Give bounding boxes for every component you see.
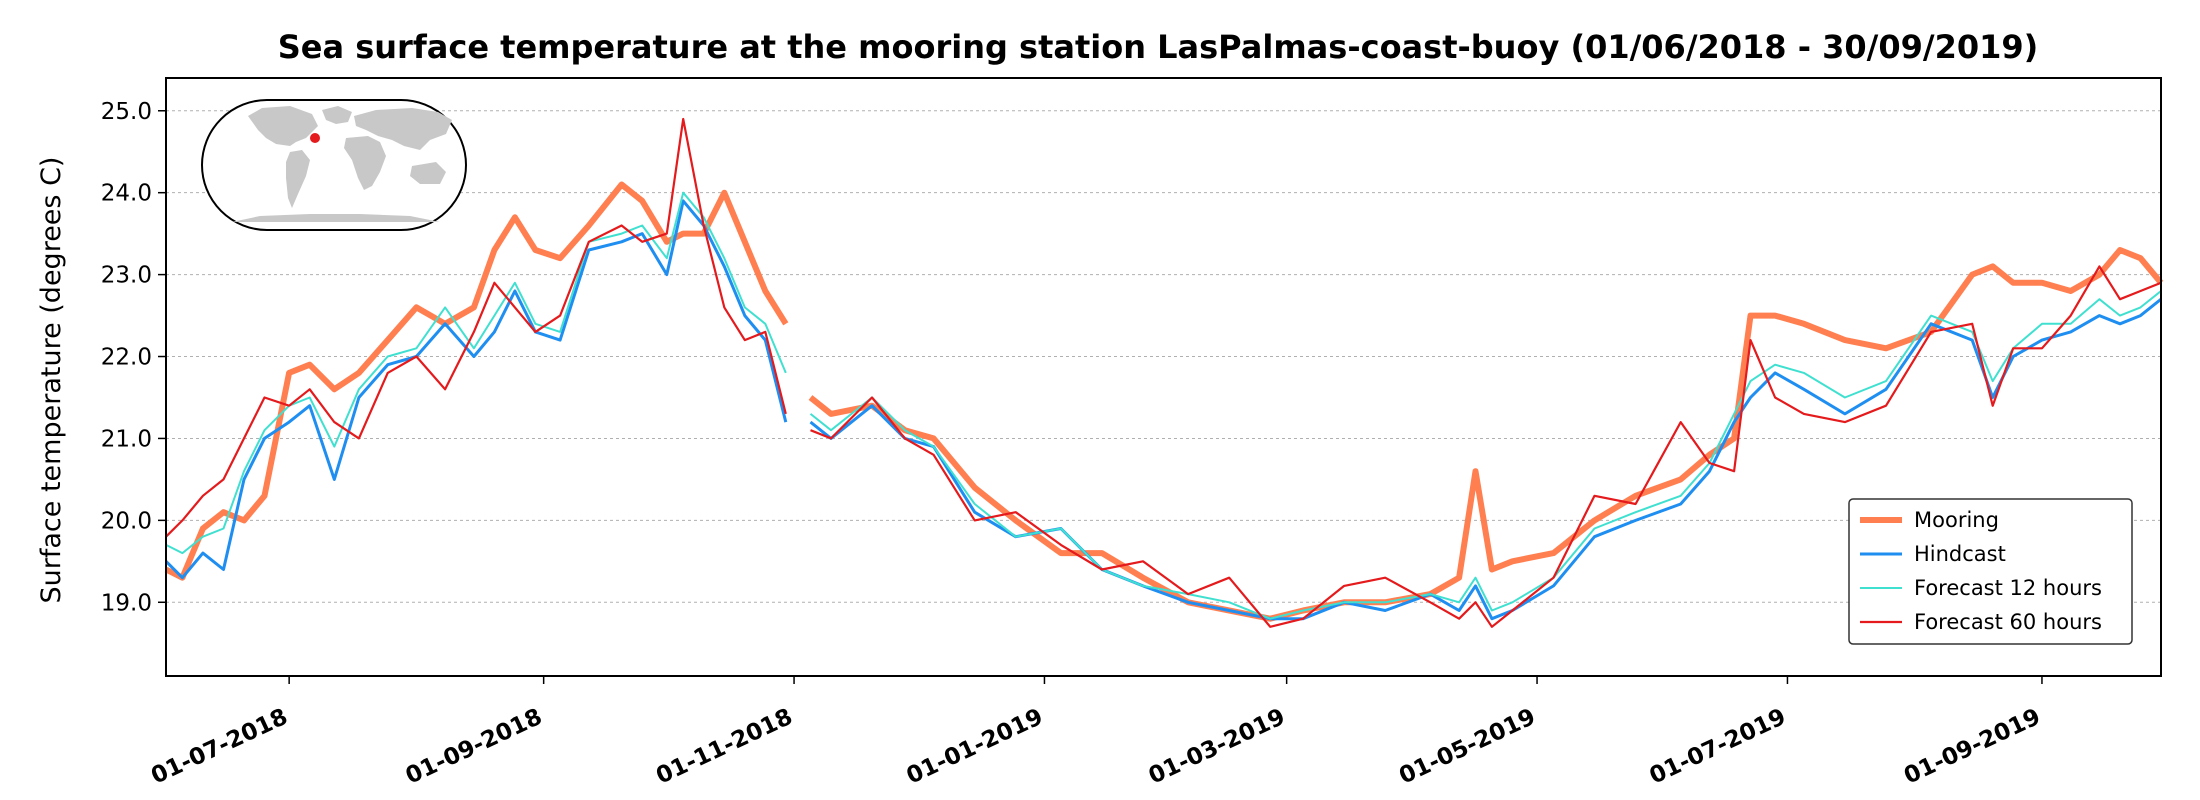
y-tick-label: 24.0 — [101, 181, 152, 207]
x-tick-label: 01-11-2018 — [652, 704, 796, 790]
y-axis-label: Surface temperature (degrees C) — [36, 157, 67, 604]
y-tick-label: 20.0 — [101, 508, 152, 534]
north-america-shape — [248, 106, 318, 146]
australia-shape — [410, 162, 446, 184]
legend-label-hindcast: Hindcast — [1914, 542, 2006, 566]
legend-label-mooring: Mooring — [1914, 508, 1999, 532]
africa-shape — [344, 136, 386, 190]
plot-frame — [165, 77, 2162, 677]
x-tick-label: 01-09-2019 — [1900, 704, 2044, 790]
x-axis-ticks: 01-07-2018 01-09-2018 01-11-2018 01-01-2019… — [147, 676, 2044, 790]
legend-box — [1848, 498, 2133, 645]
eurasia-shape — [354, 108, 452, 150]
series-lines — [164, 117, 2164, 628]
x-tick-label: 01-07-2019 — [1646, 704, 1790, 790]
y-tick-label: 22.0 — [101, 345, 152, 371]
chart-title: Sea surface temperature at the mooring s… — [278, 28, 2039, 66]
series-line-forecast-12-hours — [165, 191, 2162, 620]
y-tick-label: 25.0 — [101, 99, 152, 125]
greenland-shape — [322, 106, 352, 124]
y-axis-ticks: 19.0 20.0 21.0 22.0 23.0 24.0 25.0 — [101, 99, 166, 616]
y-tick-label: 19.0 — [101, 590, 152, 616]
x-tick-label: 01-01-2019 — [903, 704, 1047, 790]
series-line-mooring — [164, 181, 2164, 622]
grid-lines — [166, 110, 2161, 603]
x-tick-label: 01-05-2019 — [1395, 704, 1539, 790]
y-tick-label: 23.0 — [101, 263, 152, 289]
legend: Mooring Hindcast Forecast 12 hours Forecast… — [1848, 498, 2133, 645]
legend-label-forecast-12-hours: Forecast 12 hours — [1914, 576, 2102, 600]
y-tick-label: 21.0 — [101, 426, 152, 452]
station-marker — [310, 133, 320, 143]
legend-label-forecast-60-hours: Forecast 60 hours — [1914, 610, 2102, 634]
series-line-forecast-60-hours — [165, 117, 2162, 628]
x-tick-label: 01-09-2018 — [402, 704, 546, 790]
antarctica-shape — [232, 214, 440, 222]
x-tick-label: 01-03-2019 — [1145, 704, 1289, 790]
x-tick-label: 01-07-2018 — [147, 704, 291, 790]
inset-world-map — [201, 99, 467, 231]
south-america-shape — [286, 150, 310, 208]
